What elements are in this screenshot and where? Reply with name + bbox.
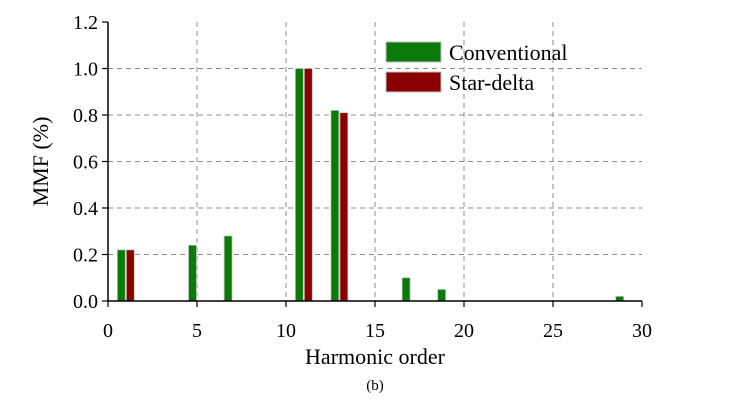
y-axis-title: MMF (%)	[28, 117, 53, 207]
x-tick-label: 10	[276, 320, 296, 342]
y-tick-label: 0.8	[73, 105, 98, 127]
bar-conventional-h19	[437, 288, 447, 302]
x-tick-label: 25	[543, 320, 563, 342]
x-tick-label: 15	[365, 320, 385, 342]
legend-swatch-conventional	[385, 41, 442, 63]
y-tick-label: 1.2	[73, 12, 98, 34]
x-tick-label: 20	[454, 320, 474, 342]
grid	[108, 22, 642, 301]
y-tick-label: 0.2	[73, 245, 98, 267]
tick-labels: 0 5 10 15 20 25 30 0.0 0.2 0.4 0.6 0.8 1.0 1.2	[73, 12, 652, 342]
legend: Conventional Star-delta	[385, 40, 568, 95]
bar-star-delta-h13	[339, 112, 349, 302]
x-tick-label: 5	[192, 320, 202, 342]
bar-star-delta-h1	[125, 249, 135, 302]
figure-caption: (b)	[366, 378, 384, 394]
bars	[116, 68, 625, 302]
x-tick-label: 0	[103, 320, 113, 342]
y-tick-label: 1.0	[73, 59, 98, 81]
bar-conventional-h7	[223, 235, 233, 302]
bar-star-delta-h11	[303, 68, 313, 302]
bar-conventional-h1	[116, 249, 126, 302]
bar-conventional-h5	[188, 244, 197, 302]
x-axis-title: Harmonic order	[305, 344, 446, 369]
y-tick-label: 0.0	[73, 291, 98, 313]
legend-label-conventional: Conventional	[449, 40, 568, 65]
legend-label-star-delta: Star-delta	[449, 70, 534, 95]
y-tick-label: 0.4	[73, 198, 98, 220]
y-tick-label: 0.6	[73, 152, 98, 174]
bar-conventional-h13	[330, 109, 340, 302]
x-tick-label: 30	[632, 320, 652, 342]
bar-conventional-h17	[401, 277, 411, 302]
bar-conventional-h11	[294, 68, 304, 302]
legend-swatch-star-delta	[385, 71, 442, 93]
